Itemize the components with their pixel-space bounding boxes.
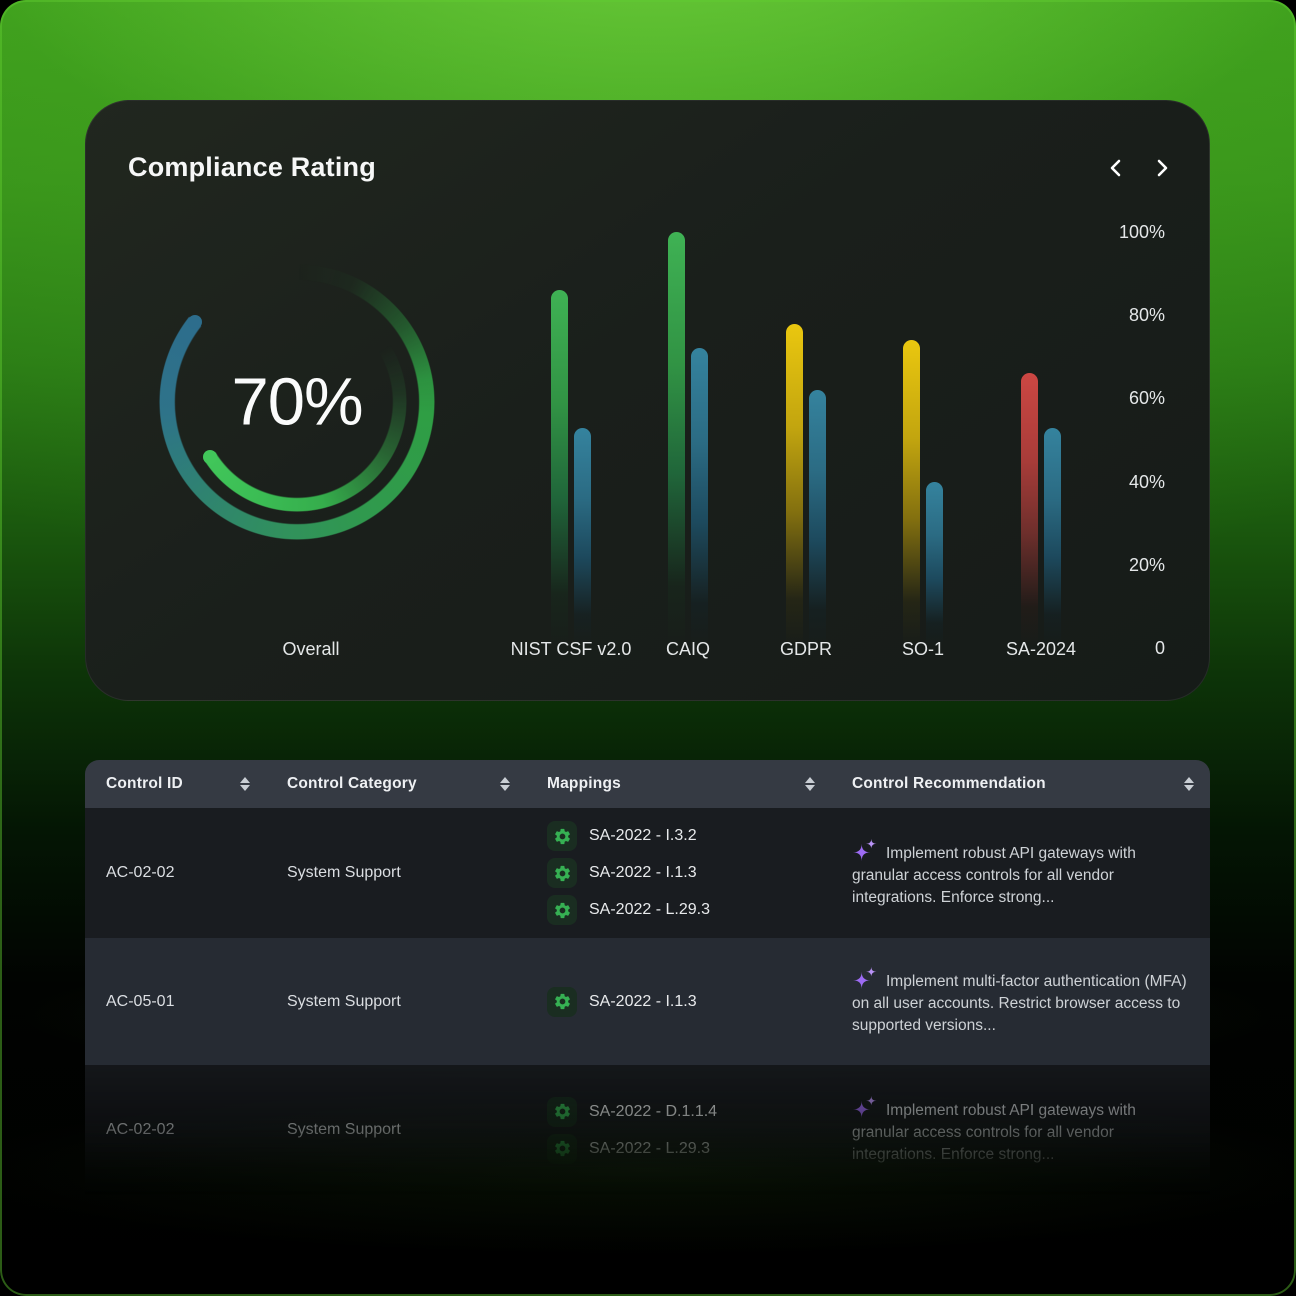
sort-icon-mappings[interactable] xyxy=(805,777,815,791)
control-category-cell: System Support xyxy=(287,992,401,1010)
mapping-item: SA-2022 - I.3.2 xyxy=(547,821,815,851)
bar-nist-csf-v2-0-secondary-score xyxy=(574,427,591,648)
chevron-right-icon xyxy=(1150,156,1174,183)
gear-icon xyxy=(547,986,577,1017)
overall-percent-value: 70% xyxy=(231,364,363,440)
compliance-rating-card: Compliance Rating 70% 100% 80% 60% 40% 20% 0 O… xyxy=(85,100,1210,701)
sort-icon-control-category[interactable] xyxy=(500,777,510,791)
y-axis-tick-60: 60% xyxy=(1128,388,1165,409)
control-category-cell: System Support xyxy=(287,1121,401,1138)
bar-gdpr-secondary-score xyxy=(809,390,826,648)
bar-caiq-secondary-score xyxy=(691,348,708,648)
table-row[interactable]: AC-05-01 System Support SA-2022 - I.1.3 Imp… xyxy=(85,938,1210,1065)
category-label-overall: Overall xyxy=(282,639,340,659)
y-axis-tick-40: 40% xyxy=(1128,471,1165,492)
bar-sa-2024-secondary-score xyxy=(1044,427,1061,648)
bar-sa-2024-framework-score xyxy=(1021,373,1038,648)
mapping-label: SA-2022 - I.1.3 xyxy=(589,992,697,1010)
recommendation-text: Implement robust API gateways with granu… xyxy=(852,1101,1136,1163)
gear-icon xyxy=(547,858,577,888)
column-header-control-recommendation[interactable]: Control Recommendation xyxy=(831,760,1210,808)
control-id-cell: AC-02-02 xyxy=(106,1121,175,1138)
gear-icon xyxy=(547,1096,577,1127)
recommendation-cell: Implement robust API gateways with granu… xyxy=(831,1095,1210,1166)
column-label-control-category: Control Category xyxy=(287,775,417,792)
mapping-item: SA-2022 - I.1.3 xyxy=(547,986,815,1017)
bar-gdpr-framework-score xyxy=(786,323,803,648)
gear-icon xyxy=(547,895,577,925)
overall-donut-outer-cap xyxy=(188,315,202,329)
bar-caiq-framework-score xyxy=(668,232,685,648)
mappings-cell: SA-2022 - D.1.1.4 SA-2022 - L.29.3 xyxy=(526,1096,831,1164)
framework-bar-chart: 100% 80% 60% 40% 20% 0 Overall NIST CSF v2.0 CAI… xyxy=(86,101,1209,700)
column-header-control-id[interactable]: Control ID xyxy=(85,760,266,808)
sort-icon-control-id[interactable] xyxy=(240,777,250,791)
chevron-left-icon xyxy=(1104,156,1128,183)
y-axis-tick-0: 0 xyxy=(1154,638,1165,658)
mapping-label: SA-2022 - D.1.1.4 xyxy=(589,1102,718,1120)
table-header-row: Control ID Control Category Mappings Contro… xyxy=(85,760,1210,808)
sort-icon-control-recommendation[interactable] xyxy=(1184,777,1194,791)
recommendation-text: Implement robust API gateways with granu… xyxy=(852,844,1136,906)
next-button[interactable] xyxy=(1144,151,1180,187)
table-row[interactable]: AC-02-02 System Support SA-2022 - D.1.1.4 S… xyxy=(85,1065,1210,1195)
control-id-cell: AC-05-01 xyxy=(106,992,175,1010)
table-row[interactable]: AC-02-02 System Support SA-2022 - I.3.2 SA-… xyxy=(85,808,1210,938)
recommendation-cell: Implement robust API gateways with granu… xyxy=(831,838,1210,909)
mapping-item: SA-2022 - L.29.3 xyxy=(547,1133,815,1164)
category-label-sa-2024: SA-2024 xyxy=(1005,639,1077,659)
table-body: AC-02-02 System Support SA-2022 - I.3.2 SA-… xyxy=(85,808,1210,1195)
column-header-mappings[interactable]: Mappings xyxy=(526,760,831,808)
gear-icon xyxy=(547,821,577,851)
mapping-label: SA-2022 - L.29.3 xyxy=(589,1139,710,1157)
sparkles-icon xyxy=(853,966,877,990)
category-label-nist-csf-v2-0: NIST CSF v2.0 xyxy=(510,639,632,659)
controls-table: Control ID Control Category Mappings Contro… xyxy=(85,760,1210,1195)
mapping-item: SA-2022 - L.29.3 xyxy=(547,895,815,925)
category-label-caiq: CAIQ xyxy=(665,639,710,659)
recommendation-cell: Implement multi-factor authentication (M… xyxy=(831,966,1210,1037)
mapping-item: SA-2022 - D.1.1.4 xyxy=(547,1096,815,1127)
bar-nist-csf-v2-0-framework-score xyxy=(551,290,568,648)
column-label-mappings: Mappings xyxy=(547,775,621,792)
control-category-cell: System Support xyxy=(287,864,401,881)
recommendation-text: Implement multi-factor authentication (M… xyxy=(852,973,1187,1034)
mappings-cell: SA-2022 - I.1.3 xyxy=(526,986,831,1017)
overall-donut-inner-cap xyxy=(203,450,217,464)
overall-donut-inner-ring xyxy=(187,292,407,512)
control-id-cell: AC-02-02 xyxy=(106,864,175,881)
category-label-so-1: SO-1 xyxy=(901,639,944,659)
mapping-label: SA-2022 - L.29.3 xyxy=(589,901,710,918)
y-axis-tick-80: 80% xyxy=(1128,305,1165,326)
gear-icon xyxy=(547,1133,577,1164)
mapping-label: SA-2022 - I.1.3 xyxy=(589,864,697,881)
card-title: Compliance Rating xyxy=(128,152,376,182)
column-label-control-id: Control ID xyxy=(106,775,183,792)
mapping-item: SA-2022 - I.1.3 xyxy=(547,858,815,888)
bar-so-1-framework-score xyxy=(903,340,920,648)
bar-so-1-secondary-score xyxy=(926,481,943,648)
sparkles-icon xyxy=(853,1095,877,1118)
column-header-control-category[interactable]: Control Category xyxy=(266,760,526,808)
mapping-label: SA-2022 - I.3.2 xyxy=(589,827,697,844)
y-axis-tick-20: 20% xyxy=(1128,554,1165,575)
mappings-cell: SA-2022 - I.3.2 SA-2022 - I.1.3 SA-2022 - … xyxy=(526,821,831,925)
y-axis-tick-100: 100% xyxy=(1118,222,1165,242)
prev-button[interactable] xyxy=(1098,151,1134,187)
category-label-gdpr: GDPR xyxy=(779,639,832,659)
column-label-control-recommendation: Control Recommendation xyxy=(852,775,1046,792)
sparkles-icon xyxy=(853,838,877,861)
